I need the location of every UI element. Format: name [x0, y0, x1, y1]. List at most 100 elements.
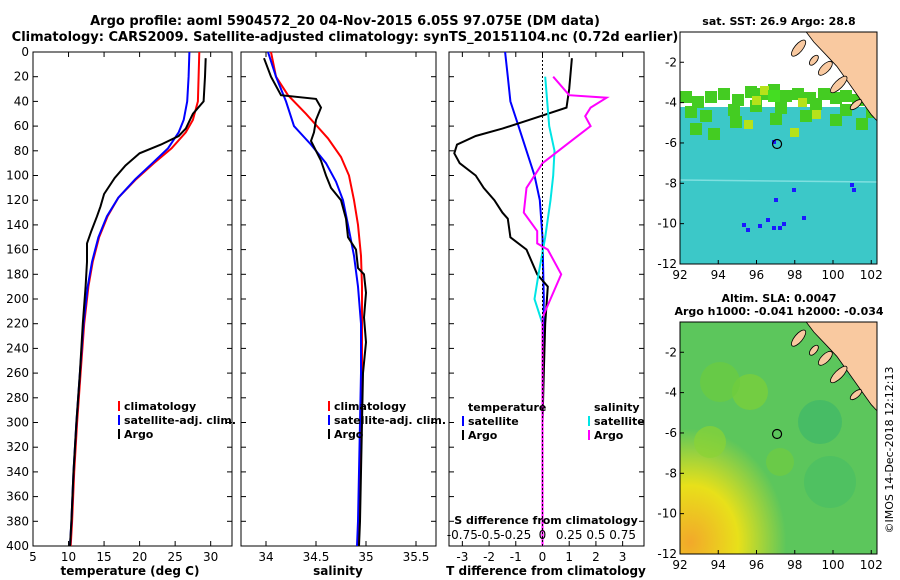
sst-cell — [730, 116, 742, 128]
x-tick-label: 98 — [787, 558, 802, 572]
legend-label: satellite — [468, 415, 519, 428]
imos-stamp: ©IMOS 14-Dec-2018 12:12:13 — [883, 367, 896, 534]
sst-cold-pixel — [802, 216, 806, 220]
y-tick-label: 220 — [6, 317, 29, 331]
island — [791, 39, 807, 57]
island — [817, 60, 833, 76]
y-tick-label: -4 — [665, 96, 677, 110]
sst-cell — [830, 92, 842, 104]
sst-cell — [840, 90, 852, 102]
y-tick-label: -8 — [665, 176, 677, 190]
figure-title-line1: Argo profile: aoml 5904572_20 04-Nov-201… — [90, 14, 600, 29]
legend-label: Argo — [468, 429, 498, 442]
s-tick-label: -0.75 — [447, 528, 478, 542]
x-tick-label: 92 — [672, 268, 687, 282]
island — [849, 389, 863, 401]
y-tick-label: 60 — [14, 119, 29, 133]
sst-cell — [692, 96, 704, 108]
sst-cell — [708, 128, 720, 140]
sst-cell — [775, 102, 787, 114]
sst-swath-line — [680, 179, 877, 183]
y-tick-label: 400 — [6, 539, 29, 553]
argo-position-marker — [771, 428, 783, 440]
salinity-xlabel: salinity — [313, 564, 363, 578]
x-tick-label: -1 — [510, 550, 522, 564]
y-tick-label: -2 — [665, 55, 677, 69]
sst-cell — [856, 118, 868, 130]
sst-cell — [818, 88, 830, 100]
island — [808, 54, 819, 66]
x-tick-label: 35 — [358, 550, 373, 564]
sst-cold-pixel — [746, 228, 750, 232]
map-field — [680, 32, 877, 264]
y-tick-label: -8 — [665, 466, 677, 480]
x-tick-label: 1 — [565, 550, 573, 564]
sst-cell — [744, 120, 753, 129]
y-tick-label: 180 — [6, 267, 29, 281]
sst-cell — [680, 91, 692, 103]
difference-top-xlabel: S difference from climatology — [454, 514, 638, 527]
sst-cold-pixel — [772, 140, 776, 144]
difference-xlabel: T difference from climatology — [446, 564, 646, 578]
s-tick-label: 0.5 — [586, 528, 605, 542]
sst-cell — [732, 94, 744, 106]
legend-label: satellite — [594, 415, 645, 428]
legend-label: climatology — [124, 400, 196, 413]
x-tick-label: 34.5 — [303, 550, 330, 564]
y-tick-label: -10 — [657, 217, 677, 231]
sst-cold-pixel — [774, 198, 778, 202]
sst-cell — [876, 94, 877, 106]
legend-label: Argo — [594, 429, 624, 442]
series-line-argo — [69, 58, 207, 547]
s-tick-label: -0.25 — [500, 528, 531, 542]
map-frame — [679, 321, 878, 555]
sst-cold-pixel — [850, 183, 854, 187]
s-tick-label: 0.25 — [556, 528, 583, 542]
island — [830, 75, 848, 94]
y-tick-label: -4 — [665, 386, 677, 400]
sst-cell — [768, 90, 780, 102]
legend-label: satellite-adj. clim. — [124, 414, 236, 427]
x-tick-label: 20 — [132, 550, 147, 564]
island — [817, 350, 833, 366]
argo-position-marker — [771, 138, 783, 150]
map-frame — [679, 31, 878, 265]
sla-map-title: Altim. SLA: 0.0047 — [721, 292, 836, 305]
x-tick-label: 25 — [168, 550, 183, 564]
temperature-panel: 5 10 15 20 25 3002040608010012014016018020022… — [6, 45, 236, 564]
x-tick-label: 30 — [203, 550, 218, 564]
y-tick-label: -6 — [665, 426, 677, 440]
y-tick-label: 300 — [6, 416, 29, 430]
island — [808, 344, 819, 356]
x-tick-label: 102 — [860, 268, 883, 282]
y-tick-label: 380 — [6, 514, 29, 528]
series-line-argo — [263, 57, 368, 547]
x-tick-label: 96 — [749, 558, 764, 572]
y-tick-label: 120 — [6, 193, 29, 207]
island — [849, 99, 863, 111]
legend-header: temperature — [468, 401, 546, 414]
y-tick-label: 80 — [14, 144, 29, 158]
sst-cell — [812, 110, 821, 119]
y-tick-label: 280 — [6, 391, 29, 405]
s-tick-label: 0 — [539, 528, 547, 542]
y-tick-label: 20 — [14, 70, 29, 84]
y-tick-label: -6 — [665, 136, 677, 150]
sst-cell — [752, 96, 761, 105]
y-tick-label: 240 — [6, 341, 29, 355]
sla-anomaly-patch — [766, 448, 794, 476]
x-tick-label: 100 — [822, 558, 845, 572]
sla-anomaly-patch — [732, 374, 768, 410]
sst-cold-pixel — [742, 223, 746, 227]
legend-label: satellite-adj. clim. — [334, 414, 446, 427]
difference-panel: -3 -2 -1 0 1 2 3temperaturesatelliteArgosalini… — [447, 51, 645, 564]
x-tick-label: 0 — [539, 550, 547, 564]
y-tick-label: 360 — [6, 490, 29, 504]
y-tick-label: -12 — [657, 547, 677, 561]
series-line-t-argo — [453, 58, 573, 546]
x-tick-label: 92 — [672, 558, 687, 572]
y-tick-label: 200 — [6, 292, 29, 306]
y-tick-label: 40 — [14, 94, 29, 108]
y-tick-label: 160 — [6, 243, 29, 257]
y-tick-label: 340 — [6, 465, 29, 479]
